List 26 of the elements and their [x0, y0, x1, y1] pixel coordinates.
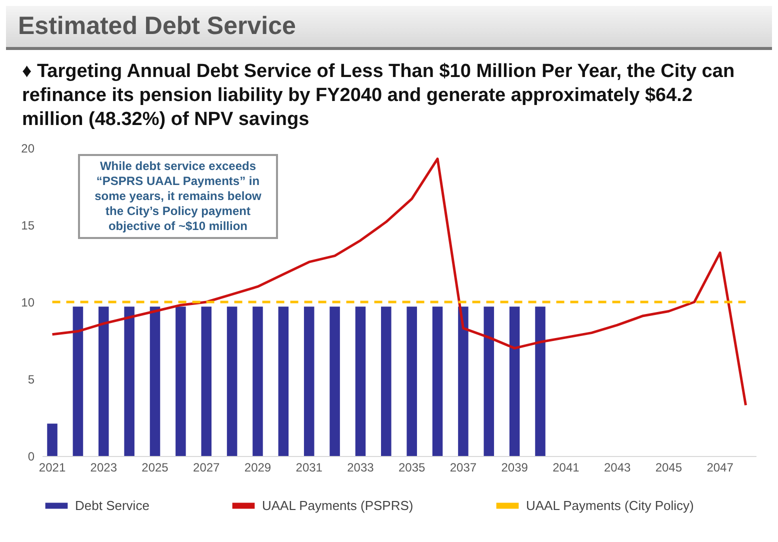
x-tick-label: 2043 [604, 460, 631, 474]
x-tick-label: 2047 [706, 460, 734, 474]
x-tick-label: 2045 [655, 460, 682, 474]
legend-label: UAAL Payments (PSPRS) [262, 498, 414, 513]
y-tick-label: 10 [21, 296, 35, 310]
x-tick-label: 2021 [38, 460, 66, 474]
y-tick-label: 0 [28, 450, 35, 464]
chart-title: Estimated Debt Service [6, 6, 772, 50]
x-tick-label: 2035 [398, 460, 426, 474]
y-tick-label: 20 [21, 142, 35, 156]
x-tick-label: 2033 [347, 460, 374, 474]
x-tick-label: 2025 [142, 460, 169, 474]
x-tick-label: 2037 [450, 460, 477, 474]
x-tick-label: 2027 [193, 460, 220, 474]
x-tick-label: 2031 [296, 460, 323, 474]
x-tick-label: 2041 [552, 460, 580, 474]
y-tick-label: 5 [28, 372, 35, 386]
legend-label: Debt Service [75, 498, 150, 513]
annotation: While debt service exceeds “PSPRS UAAL Payments” in some years, it remains below the City’s Policy payment objective of ~$10 million [78, 154, 278, 239]
x-tick-label: 2023 [90, 460, 118, 474]
chart-subtitle: ♦ Targeting Annual Debt Service of Less Than $10 Million Per Year, the City can refinance its pension liability by FY2040 and generate approximately $64.2 million (48.32%) of NPV savings [22, 60, 736, 132]
y-tick-label: 15 [21, 218, 35, 232]
x-tick-label: 2029 [244, 460, 272, 474]
x-tick-label: 2039 [501, 460, 528, 474]
line-series [51, 158, 747, 406]
legend-label: UAAL Payments (City Policy) [526, 498, 694, 513]
